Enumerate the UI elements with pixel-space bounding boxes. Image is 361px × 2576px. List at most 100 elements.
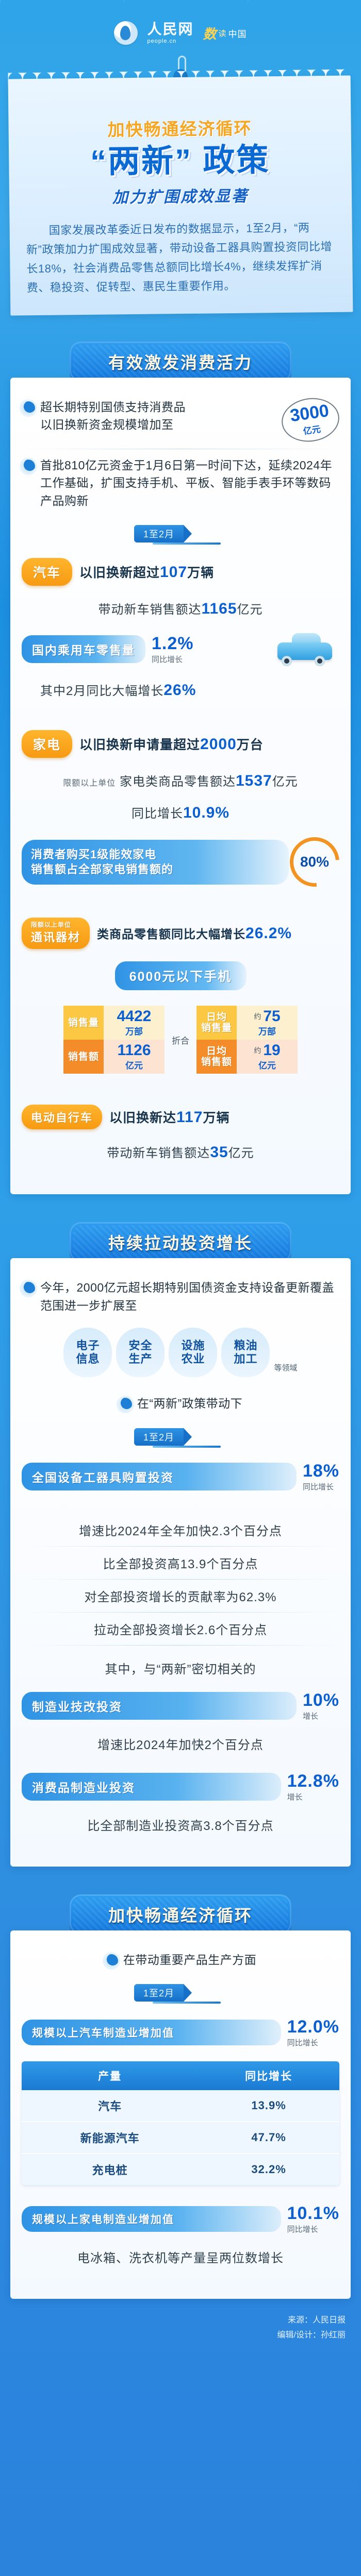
s3-bullet-1: 在带动重要产品生产方面 [22, 1951, 339, 1969]
bullet-dot-icon [22, 401, 35, 415]
s1-auto-feb: 其中2月同比大幅增长26% [22, 681, 339, 699]
section-2-plaque: 持续拉动投资增长 [70, 1222, 291, 1263]
s1-telecom-headline: 类商品零售额同比大幅增长26.2% [97, 924, 292, 942]
s2-equipment-value: 18% [302, 1461, 339, 1481]
s2-domain-1: 电子 信息 [63, 1328, 112, 1378]
s1-auto-sales-num: 1165 [201, 600, 237, 618]
s1-app-retail-suffix: 亿元 [272, 775, 298, 789]
s1-auto-retail-caption: 同比增长 [152, 655, 183, 665]
hero-line-3: 加力扩围成效显著 [112, 188, 249, 207]
s1-b1-line2: 以旧换新资金规模增加至 [40, 418, 174, 432]
s1-ebike-head-prefix: 以旧换新达 [109, 1111, 177, 1126]
s1-phone-amt-label: 销售额 [63, 1040, 104, 1074]
s1-bullet-2: 首批810亿元资金于1月6日第一时间下达，延续2024年工作基础，扩围支持手机、… [22, 456, 339, 510]
s1-fund-number: 3000 [289, 400, 331, 426]
s1-b1-line1: 超长期特别国债支持消费品 [40, 400, 186, 414]
s1-app-retail-num: 1537 [235, 772, 272, 790]
s2-line-1: 增速比2024年全年加快2.3个百分点 [79, 1524, 282, 1538]
s3-b1-text: 在带动重要产品生产方面 [123, 1953, 257, 1967]
brand-name-en: people.cn [147, 38, 177, 44]
s3-appliance-mfg-row: 规模以上家电制造业增加值 10.1% 同比增长 [22, 2204, 339, 2234]
s1-phone-daily-qty-label: 日均 销售量 [196, 1006, 237, 1040]
s1-phone-daily-table: 日均 销售量 约 75 万部 日均 销售额 [196, 1006, 298, 1074]
s1-app-retail-prefix: 家电类商品零售额达 [119, 775, 236, 789]
s2-domain-list: 电子 信息 安全 生产 设施 农业 粮油 加工 等领域 [22, 1328, 339, 1378]
s1-energy-label: 消费者购买1级能效家电 销售额占全部家电销售额的 [22, 839, 289, 885]
s2-domain-4: 粮油 加工 [221, 1328, 270, 1378]
s2-b2-text: 在“两新”政策带动下 [137, 1397, 243, 1411]
column-logo: 数 读 中国 [203, 24, 247, 43]
car-icon [274, 631, 336, 667]
brand-name-cn: 人民网 [147, 21, 194, 37]
s1-phone-qty-value: 4422 [117, 1007, 152, 1025]
s2-equipment-caption: 同比增长 [302, 1482, 334, 1492]
s1-telecom-row: 限额以上单位 通讯器材 类商品零售额同比大幅增长26.2% [22, 918, 339, 950]
s1-auto-row: 汽车 以旧换新超过107万辆 [22, 558, 339, 586]
s1-daily-amt-approx: 约 [254, 1046, 261, 1055]
s2-b1-text: 今年，2000亿元超长期特别国债资金支持设备更新覆盖范围进一步扩展至 [40, 1281, 335, 1312]
s2-bullet-2: 在“两新”政策带动下 [22, 1395, 339, 1413]
torn-edge [8, 69, 351, 86]
s2-note-2: 增速比2024年加快2个百分点 [97, 1738, 264, 1752]
s1-fund-badge: 3000 亿元 [278, 394, 342, 446]
s1-ebike-category: 电动自行车 [22, 1105, 103, 1130]
s1-ebike-row: 电动自行车 以旧换新达117万辆 [22, 1105, 339, 1130]
s1-fund-unit: 亿元 [302, 423, 321, 436]
s3-appliance-mfg-label: 规模以上家电制造业增加值 [22, 2206, 281, 2232]
section-2-title: 持续拉动投资增长 [108, 1234, 253, 1253]
s1-appliance-category: 家电 [22, 730, 73, 758]
brand-header: 人民网 people.cn 数 读 中国 [0, 0, 361, 66]
s1-auto-retail-row: 国内乘用车零售量 1.2% 同比增长 [22, 631, 339, 667]
s1-app-head-prefix: 以旧换新申请量超过 [79, 738, 201, 753]
table-row: 销售量 4422 万部 [63, 1006, 165, 1040]
s1-ebike-head-suffix: 万辆 [203, 1111, 230, 1126]
s1-energy-label-line2: 销售额占全部家电销售额的 [31, 863, 174, 876]
s1-phone-amt-unit: 亿元 [125, 1060, 143, 1071]
s2-period-tag: 1至2月 [134, 1428, 227, 1448]
s3-row2-value: 32.2% [198, 2154, 339, 2185]
logo-row: 人民网 people.cn 数 读 中国 [114, 21, 247, 45]
s1-app-growth-num: 10.9% [183, 804, 230, 822]
s2-bullet-1: 今年，2000亿元超长期特别国债资金支持设备更新覆盖范围进一步扩展至 [22, 1279, 339, 1314]
s1-phone-daily-amt-label: 日均 销售额 [196, 1040, 237, 1074]
s1-energy-ring: 80% [280, 827, 350, 897]
s1-ebike-sales-prefix: 带动新车销售额达 [107, 1146, 210, 1161]
s1-appliance-growth: 同比增长10.9% [22, 803, 339, 822]
s2-tech-value: 10% [302, 1690, 339, 1710]
s2-consumer-caption: 增长 [287, 1792, 303, 1802]
s3-auto-mfg-value: 12.0% [287, 2017, 339, 2037]
section-3-title: 加快畅通经济循环 [108, 1906, 253, 1925]
intro-paragraph: 国家发展改革委近日发布的数据显示，1至2月，“两新”政策加力扩围成效显著，带动设… [26, 221, 333, 294]
s3-auto-mfg-label: 规模以上汽车制造业增加值 [22, 2020, 281, 2046]
s1-auto-head-suffix: 万辆 [187, 566, 215, 581]
divider [22, 1546, 339, 1547]
bullet-dot-icon [118, 1398, 132, 1412]
s1-appliance-row: 家电 以旧换新申请量超过2000万台 [22, 730, 339, 758]
s3-row0-value: 13.9% [198, 2090, 339, 2123]
s1-period-tag: 1至2月 [134, 525, 227, 545]
s3-row1-name: 新能源汽车 [22, 2122, 199, 2155]
s3-auto-mfg-row: 规模以上汽车制造业增加值 12.0% 同比增长 [22, 2017, 339, 2048]
divider [22, 1612, 339, 1613]
s1-telecom-category: 限额以上单位 通讯器材 [22, 918, 90, 950]
table-header-row: 产量 同比增长 [22, 2061, 339, 2091]
s1-ebike-head-num: 117 [176, 1109, 203, 1126]
s1-energy-label-line1: 消费者购买1级能效家电 [31, 848, 157, 861]
s2-consumer-value: 12.8% [287, 1771, 339, 1791]
s1-phone-daily-qty-value-cell: 约 75 万部 [237, 1006, 298, 1040]
s1-daily-qty-approx: 约 [254, 1012, 261, 1021]
s1-phone-daily-amt-unit: 亿元 [258, 1060, 276, 1071]
s2-consumer-row: 消费品制造业投资 12.8% 增长 [22, 1771, 339, 1802]
s1-phone-qty-unit: 万部 [125, 1026, 143, 1037]
s3-row0-name: 汽车 [22, 2090, 199, 2123]
s1-telecom-head-num: 26.2% [245, 925, 292, 942]
s1-phone-qty-value-cell: 4422 万部 [104, 1006, 165, 1040]
s1-auto-retail-value: 1.2% [152, 634, 194, 654]
s1-ebike-sales-num: 35 [210, 1144, 228, 1161]
footer-credit: 编辑/设计：孙红丽 [277, 2331, 346, 2340]
s2-note-3: 比全部制造业投资高3.8个百分点 [87, 1819, 274, 1833]
s1-auto-category: 汽车 [22, 558, 73, 586]
s1-b2-text: 首批810亿元资金于1月6日第一时间下达，延续2024年工作基础，扩围支持手机、… [40, 458, 333, 507]
s3-period-tag: 1至2月 [134, 1984, 227, 2004]
